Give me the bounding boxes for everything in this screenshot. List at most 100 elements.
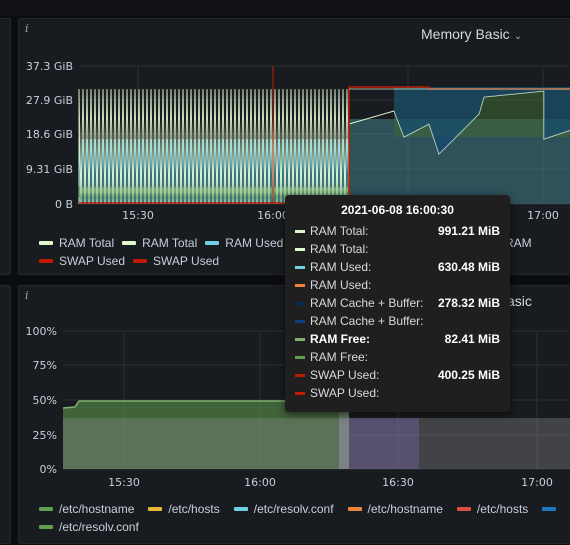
usage-area	[339, 401, 349, 469]
ram-free-line	[78, 186, 350, 200]
tooltip-row: RAM Used: 630.48 MiB	[295, 258, 500, 276]
legend-label: /etc/hosts	[168, 502, 220, 516]
y-tick-label: 75%	[33, 359, 57, 372]
tooltip-row: RAM Free:	[295, 348, 500, 366]
tooltip-series-label: SWAP Used:	[310, 368, 380, 382]
y-tick-label: 0 B	[55, 198, 73, 211]
usage-line	[62, 400, 349, 409]
legend-swatch	[39, 525, 53, 529]
legend-item[interactable]: /etc/resolv.conf	[233, 502, 334, 516]
top-bar	[0, 0, 570, 16]
legend-label: RAM	[504, 236, 532, 250]
tooltip-row: RAM Free: 82.41 MiB	[295, 330, 500, 348]
series-swatch	[295, 301, 305, 305]
x-tick-label: 17:00	[527, 209, 559, 222]
legend-item[interactable]: /etc/hostname	[39, 502, 134, 516]
series-swatch	[295, 373, 305, 377]
legend-label: RAM Total	[59, 236, 115, 250]
legend-label: /etc/hostname	[59, 502, 135, 516]
series-swatch	[295, 337, 305, 341]
tooltip-series-value: 400.25 MiB	[437, 368, 500, 382]
legend-item[interactable]: /etc/hosts	[456, 502, 529, 516]
series-swatch	[295, 247, 305, 251]
legend-item[interactable]	[542, 507, 562, 511]
info-icon[interactable]: i	[25, 22, 29, 35]
legend-swatch	[133, 259, 148, 263]
tooltip-series-label: SWAP Used:	[310, 386, 380, 400]
y-tick-label: 37.3 GiB	[26, 60, 73, 73]
x-tick-label: 16:00	[244, 476, 276, 489]
tooltip-series-label: RAM Total:	[310, 224, 369, 238]
legend-swatch	[205, 241, 220, 245]
series-swatch	[295, 283, 305, 287]
panel-title[interactable]: Memory Basic ⌄	[421, 26, 523, 42]
legend-swatch	[542, 507, 557, 511]
tooltip-row: RAM Total: 991.21 MiB	[295, 222, 500, 240]
tooltip-row: RAM Cache + Buffer: 278.32 MiB	[295, 294, 500, 312]
tooltip-series-label: RAM Free:	[310, 350, 369, 364]
tooltip-row: RAM Cache + Buffer:	[295, 312, 500, 330]
legend-row: /etc/hostname/etc/hosts/etc/resolv.conf /…	[39, 500, 570, 516]
tooltip-row: RAM Total:	[295, 240, 500, 258]
tooltip-series-label: RAM Cache + Buffer:	[310, 296, 424, 310]
legend-item[interactable]: RAM Total	[39, 236, 114, 250]
tooltip-row: SWAP Used: 400.25 MiB	[295, 366, 500, 384]
usage-area	[339, 418, 419, 469]
legend-swatch	[39, 259, 53, 263]
chevron-down-icon[interactable]: ⌄	[513, 31, 523, 42]
legend-swatch	[39, 241, 53, 245]
left-panel-edge	[0, 18, 11, 275]
y-tick-label: 0%	[40, 463, 57, 476]
tooltip-series-value: 278.32 MiB	[437, 296, 500, 310]
left-panel-edge	[0, 285, 11, 544]
legend-item[interactable]: SWAP Used	[133, 254, 219, 268]
x-tick-label: 15:30	[122, 209, 154, 222]
legend-swatch	[122, 241, 137, 245]
y-tick-label: 25%	[33, 429, 57, 442]
legend-swatch	[456, 507, 471, 511]
legend-item[interactable]: RAM Used	[205, 236, 283, 250]
legend-row: /etc/resolv.conf	[39, 518, 153, 534]
legend-label: /etc/hosts	[476, 502, 529, 516]
legend-item[interactable]: SWAP Used	[39, 254, 125, 268]
tooltip-series-label: RAM Used:	[310, 260, 372, 274]
legend-label: /etc/resolv.conf	[59, 520, 139, 534]
y-tick-label: 50%	[33, 394, 57, 407]
legend-item[interactable]: /etc/resolv.conf	[39, 520, 139, 534]
info-icon[interactable]: i	[25, 289, 29, 302]
legend-swatch	[39, 507, 53, 511]
series-swatch	[295, 391, 305, 395]
legend-label: /etc/resolv.conf	[253, 502, 334, 516]
tooltip-row: RAM Used:	[295, 276, 500, 294]
y-tick-label: 27.9 GiB	[26, 94, 73, 107]
usage-area	[63, 401, 349, 469]
chart-tooltip: 2021-06-08 16:00:30 RAM Total: 991.21 MiB…	[285, 195, 510, 412]
tooltip-series-label: RAM Cache + Buffer:	[310, 314, 424, 328]
series-swatch	[295, 319, 305, 323]
legend-label: RAM Total	[142, 236, 198, 250]
legend-item[interactable]: RAM Total	[122, 236, 197, 250]
tooltip-series-label: RAM Used:	[310, 278, 372, 292]
x-tick-label: 16:30	[382, 476, 414, 489]
tooltip-series-value: 630.48 MiB	[437, 260, 500, 274]
series-swatch	[295, 355, 305, 359]
tooltip-series-label: RAM Total:	[310, 242, 369, 256]
series-swatch	[295, 229, 305, 233]
ram-cache-area	[394, 87, 570, 154]
legend-label: SWAP Used	[59, 254, 126, 268]
panel-title[interactable]: asic	[507, 293, 532, 309]
memory-basic-panel: i Memory Basic ⌄ 37.3 GiB 27.9 GiB 18.6 GiB…	[18, 18, 570, 275]
legend-swatch	[233, 507, 248, 511]
legend-item[interactable]: /etc/hosts	[148, 502, 220, 516]
legend-item[interactable]: /etc/hostname	[347, 502, 443, 516]
y-tick-label: 18.6 GiB	[26, 128, 73, 141]
tooltip-series-label: RAM Free:	[310, 332, 371, 346]
legend-swatch	[148, 507, 163, 511]
legend-swatch	[347, 507, 362, 511]
tooltip-row: SWAP Used:	[295, 384, 500, 402]
y-tick-label: 100%	[26, 325, 57, 338]
legend-label: RAM Used	[225, 236, 284, 250]
legend-label: /etc/hostname	[367, 502, 443, 516]
disk-chart: 100% 75% 50% 25% 0% 15:30 16:00 16:30 17:00	[26, 325, 570, 489]
